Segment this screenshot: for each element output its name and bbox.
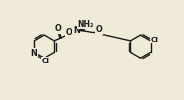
Text: N: N: [31, 49, 37, 58]
Text: Cl: Cl: [151, 37, 159, 43]
Text: O: O: [96, 25, 103, 34]
Text: Cl: Cl: [41, 57, 49, 64]
Text: O: O: [66, 28, 72, 36]
Text: N: N: [73, 26, 79, 35]
Text: O: O: [55, 24, 61, 33]
Text: NH₂: NH₂: [78, 20, 94, 29]
